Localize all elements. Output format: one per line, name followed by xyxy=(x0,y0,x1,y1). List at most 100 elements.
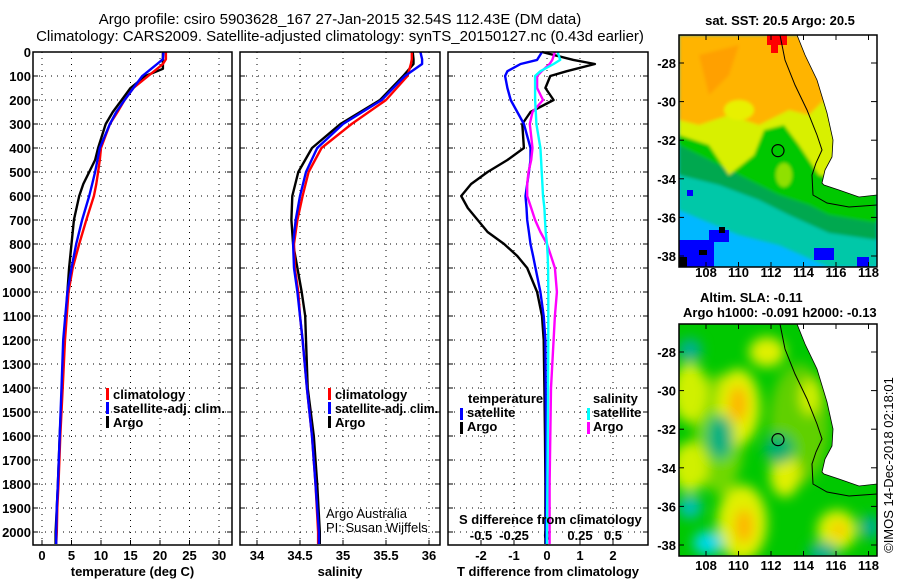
series-line-climatology xyxy=(292,52,413,544)
x-axis-title: salinity xyxy=(318,564,364,579)
imos-timestamp: ©IMOS 14-Dec-2018 02:18:01 xyxy=(881,377,896,553)
y-tick-label: 500 xyxy=(9,165,31,180)
x-axis-title: temperature (deg C) xyxy=(71,564,195,579)
sst-map: 108 110 112 114 116 118 -28 -30 -32 -34 -36 -38 xyxy=(657,34,879,280)
map-lat-label: -34 xyxy=(657,172,677,187)
map-lat-label: -28 xyxy=(657,345,676,360)
x-tick-label: -1 xyxy=(508,548,520,563)
y-tick-label: 300 xyxy=(9,117,31,132)
series-line-argo xyxy=(290,51,415,544)
y-tick-label: 400 xyxy=(9,141,31,156)
figure-title-line2: Climatology: CARS2009. Satellite-adjuste… xyxy=(36,28,644,45)
y-tick-label: 1600 xyxy=(2,429,31,444)
map-lon-label: 108 xyxy=(695,265,717,280)
legend-swatch-satellite xyxy=(106,402,109,414)
series-line-climatology xyxy=(55,52,168,545)
y-tick-label: 1200 xyxy=(2,333,31,348)
legend-label: Argo xyxy=(335,415,365,430)
salinity-legend: climatology satellite-adj. clim. Argo Ar… xyxy=(326,387,438,535)
map-lat-label: -32 xyxy=(657,422,676,437)
land-mass xyxy=(796,324,877,487)
legend-label: satellite-adj. clim. xyxy=(113,401,225,416)
legend-swatch-satellite xyxy=(328,402,331,414)
x-tick-label: 5 xyxy=(68,548,75,563)
x-axis-title: T difference from climatology xyxy=(457,564,640,579)
credit-pi: PI: Susan Wijffels xyxy=(326,520,428,535)
x-tick-label: 15 xyxy=(123,548,137,563)
series-line-t-satellite xyxy=(503,51,548,544)
y-tick-label: 200 xyxy=(9,93,31,108)
y-tick-label: 900 xyxy=(9,261,31,276)
y-tick-label: 1700 xyxy=(2,453,31,468)
map-lat-label: -36 xyxy=(657,499,676,514)
sla-map: 108 110 112 114 116 118 -28 -30 -32 -34 -36 -38 xyxy=(657,323,879,573)
map-lon-label: 108 xyxy=(695,558,717,573)
legend-label: satellite-adj. clim. xyxy=(335,401,438,416)
argo-location-marker xyxy=(771,144,785,158)
legend-heading-salinity: salinity xyxy=(593,391,639,406)
legend-swatch-argo xyxy=(106,416,109,428)
shelf-contour xyxy=(779,35,877,208)
x-tick-label: 25 xyxy=(182,548,196,563)
y-tick-label: 1500 xyxy=(2,405,31,420)
x-tick-label: 20 xyxy=(153,548,167,563)
panel-temperature: 0 5 10 15 20 25 30 temperature (deg C) xyxy=(32,51,233,579)
y-tick-label: 1000 xyxy=(2,285,31,300)
x-tick-label: 35.5 xyxy=(373,548,398,563)
shelf-contour xyxy=(779,324,877,497)
y-tick-label: 1300 xyxy=(2,357,31,372)
y-tick-label: 1800 xyxy=(2,477,31,492)
legend-swatch-s-satellite xyxy=(587,408,590,420)
map-lon-label: 116 xyxy=(826,265,847,280)
series-line-t-argo xyxy=(460,50,597,544)
legend-label: satellite xyxy=(593,405,641,420)
legend-label: Argo xyxy=(467,419,497,434)
panel-frame xyxy=(447,51,649,546)
map-lon-label: 116 xyxy=(826,558,847,573)
panel-frame xyxy=(32,51,233,546)
y-tick-label: 600 xyxy=(9,189,31,204)
series-line-satellite-adj-clim- xyxy=(291,51,424,544)
y-tick-label: 2000 xyxy=(2,525,31,540)
y-tick-label: 1100 xyxy=(3,309,31,324)
x-tick-label: -2 xyxy=(475,548,487,563)
x-tick-label: 1 xyxy=(576,548,583,563)
figure-title-line1: Argo profile: csiro 5903628_167 27-Jan-2… xyxy=(99,11,582,28)
x-tick-label: 36 xyxy=(422,548,436,563)
x2-tick-label: -0.25 xyxy=(499,528,529,543)
legend-label: satellite xyxy=(467,405,515,420)
series-line-s-argo xyxy=(526,51,559,544)
sla-map-subtitle: Argo h1000: -0.091 h2000: -0.13 xyxy=(683,305,877,320)
x-tick-label: 2 xyxy=(609,548,616,563)
map-lon-label: 114 xyxy=(793,558,815,573)
panel-difference: -2 -1 0 1 2T difference from climatology -0.5… xyxy=(447,50,649,579)
y-tick-label: 800 xyxy=(9,237,31,252)
map-lat-label: -38 xyxy=(657,249,676,264)
panel-frame xyxy=(239,51,441,546)
map-lat-label: -34 xyxy=(657,461,677,476)
map-lat-label: -36 xyxy=(657,210,676,225)
land-mass xyxy=(796,35,877,198)
legend-label: Argo xyxy=(113,415,143,430)
y-tick-label: 0 xyxy=(24,45,31,60)
legend-swatch-s-argo xyxy=(587,422,590,434)
x2-tick-label: -0.5 xyxy=(470,528,492,543)
x-tick-label: 0 xyxy=(38,548,45,563)
map-lat-label: -32 xyxy=(657,133,676,148)
x-tick-label: 10 xyxy=(94,548,108,563)
map-lat-label: -30 xyxy=(657,95,676,110)
sst-map-title: sat. SST: 20.5 Argo: 20.5 xyxy=(705,13,855,28)
map-lon-label: 118 xyxy=(858,558,879,573)
map-lon-label: 112 xyxy=(761,558,782,573)
x2-tick-label: 0.5 xyxy=(604,528,622,543)
panel-salinity: 34 34.5 35 35.5 36 salinity xyxy=(239,51,441,579)
y-tick-label: 700 xyxy=(9,213,31,228)
map-lon-label: 114 xyxy=(793,265,815,280)
argo-location-marker xyxy=(771,433,785,447)
legend-swatch-climatology xyxy=(106,388,109,400)
x-tick-label: 34 xyxy=(250,548,265,563)
legend-label: climatology xyxy=(335,387,408,402)
sst-map-frame xyxy=(678,34,878,268)
y-tick-label: 100 xyxy=(9,69,31,84)
